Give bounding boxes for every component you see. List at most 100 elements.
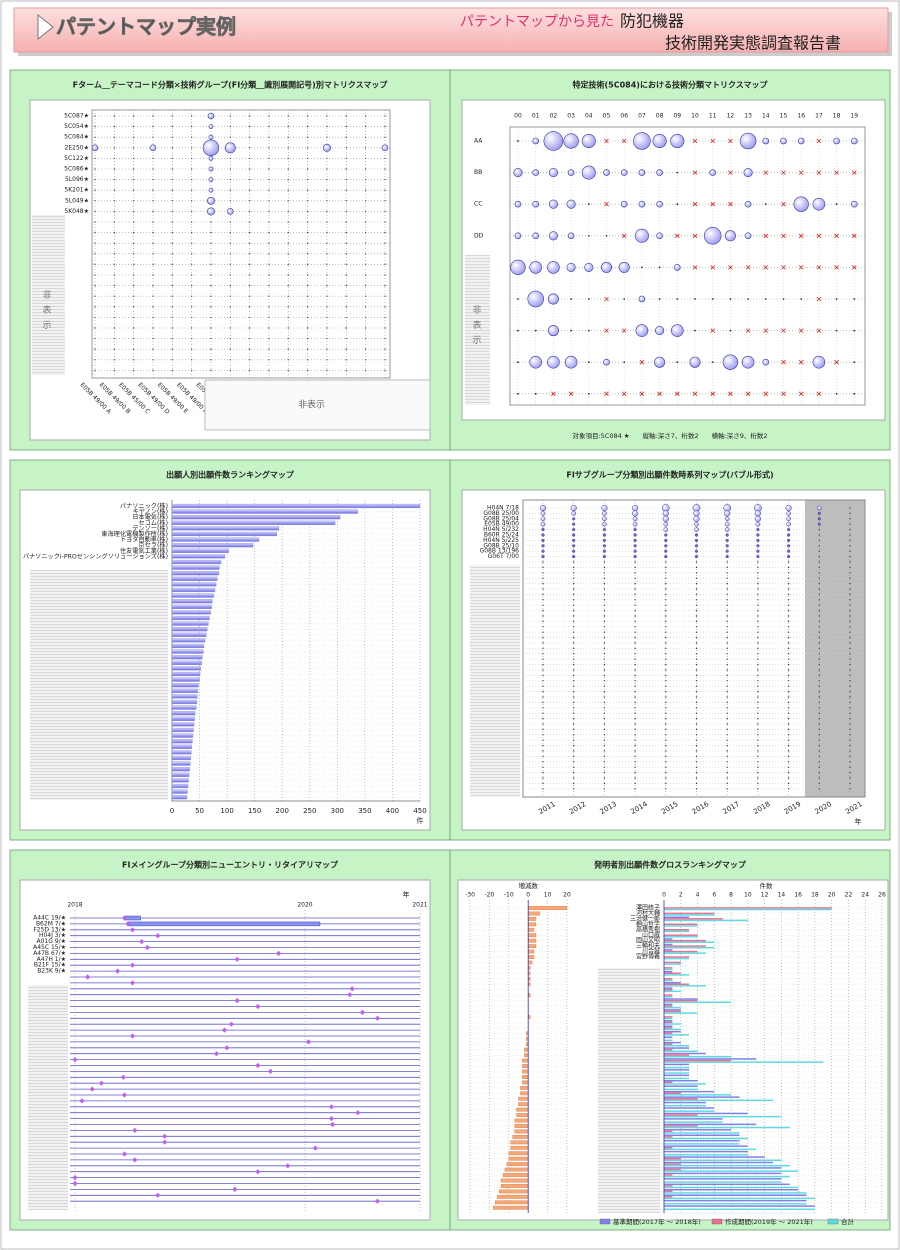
grid-dot — [849, 723, 851, 725]
grid-dot — [787, 631, 790, 633]
bar — [171, 638, 206, 643]
column-label: 10 — [691, 113, 699, 120]
grid-dot — [818, 782, 820, 785]
grid-dot — [573, 701, 575, 704]
grid-dot — [634, 642, 636, 644]
bubble — [510, 259, 526, 276]
grid-dot — [787, 674, 790, 677]
grid-dot — [849, 534, 851, 536]
grid-dot — [268, 327, 270, 329]
zero-mark — [816, 138, 822, 144]
bar — [664, 1097, 698, 1100]
bar — [664, 1063, 690, 1066]
bubble — [202, 139, 220, 156]
grid-dot — [757, 685, 759, 687]
grid-dot — [113, 136, 116, 138]
bubble — [572, 549, 576, 553]
bar — [664, 1092, 681, 1094]
grid-dot — [849, 680, 851, 682]
grid-dot — [287, 242, 289, 244]
bubble — [786, 521, 791, 527]
bar — [171, 688, 199, 693]
row-label: 5K048★ — [64, 208, 89, 215]
bubble — [632, 516, 638, 522]
hidden-area — [28, 985, 68, 1210]
grid-dot — [726, 653, 728, 655]
grid-dot — [757, 631, 759, 633]
grid-dot — [634, 701, 636, 704]
zero-mark — [816, 233, 822, 239]
grid-dot — [542, 728, 544, 731]
bar — [171, 733, 194, 738]
row-label: G08B 25/00 — [483, 510, 519, 517]
grid-dot — [695, 788, 698, 790]
grid-dot — [665, 788, 667, 790]
bar — [171, 526, 280, 531]
grid-dot — [326, 295, 328, 297]
bar — [664, 1115, 782, 1118]
row-label: 高橋秀樹 — [636, 925, 660, 933]
grid-dot — [542, 717, 544, 720]
category-label: 京セラ(株) — [138, 541, 168, 549]
grid-dot — [665, 609, 667, 612]
grid-dot — [171, 316, 174, 319]
grid-dot — [849, 555, 851, 558]
row-label: 5L096★ — [65, 176, 89, 183]
zero-mark — [781, 201, 786, 207]
row-label: 河村大輔 — [636, 909, 660, 917]
grid-dot — [171, 178, 174, 181]
grid-dot — [190, 125, 193, 128]
grid-dot — [818, 669, 820, 671]
x-axis-label: 年 — [403, 890, 410, 899]
chart-title: 特定技術(5C084)における技術分類マトリクスマップ — [573, 80, 769, 90]
grid-dot — [665, 755, 667, 758]
bubble — [601, 504, 608, 512]
bar — [171, 783, 189, 789]
bubble — [207, 112, 215, 120]
grid-dot — [603, 604, 606, 606]
empty-dot — [835, 392, 838, 395]
grid-dot — [787, 663, 790, 666]
grid-dot — [152, 359, 154, 361]
grid-dot — [726, 734, 728, 736]
grid-dot — [787, 669, 790, 671]
entry-marker — [347, 992, 353, 998]
bar — [664, 1196, 673, 1198]
grid-dot — [726, 642, 728, 644]
grid-dot — [210, 295, 212, 297]
grid-dot — [818, 534, 820, 536]
grid-dot — [665, 561, 667, 563]
bubble — [602, 528, 607, 532]
grid-dot — [603, 599, 606, 601]
bar — [664, 1045, 690, 1047]
grid-dot — [542, 707, 544, 709]
bar — [664, 1055, 732, 1058]
grid-dot — [665, 696, 667, 698]
x-tick-label: 2021 — [412, 902, 427, 909]
grid-dot — [542, 669, 544, 671]
zero-mark — [621, 391, 627, 397]
bar — [664, 1118, 723, 1120]
zero-mark — [692, 201, 698, 207]
change-bar — [522, 1069, 529, 1074]
bar — [664, 1181, 782, 1183]
grid-dot — [849, 685, 851, 687]
bar — [171, 548, 229, 553]
grid-dot — [818, 750, 820, 752]
grid-dot — [152, 115, 154, 117]
bubble — [581, 133, 596, 149]
bar — [664, 916, 690, 918]
grid-dot — [573, 588, 575, 590]
grid-dot — [384, 348, 386, 350]
zero-mark — [710, 201, 715, 207]
grid-dot — [190, 178, 193, 181]
entry-marker — [232, 1186, 238, 1192]
grid-dot — [695, 707, 698, 709]
grid-dot — [665, 653, 667, 655]
bubble — [664, 549, 668, 553]
grid-dot — [345, 221, 347, 223]
row-label: H04N 7/18 — [487, 505, 519, 512]
grid-dot — [757, 782, 759, 785]
grid-dot — [787, 766, 790, 768]
entry-marker — [234, 998, 240, 1004]
